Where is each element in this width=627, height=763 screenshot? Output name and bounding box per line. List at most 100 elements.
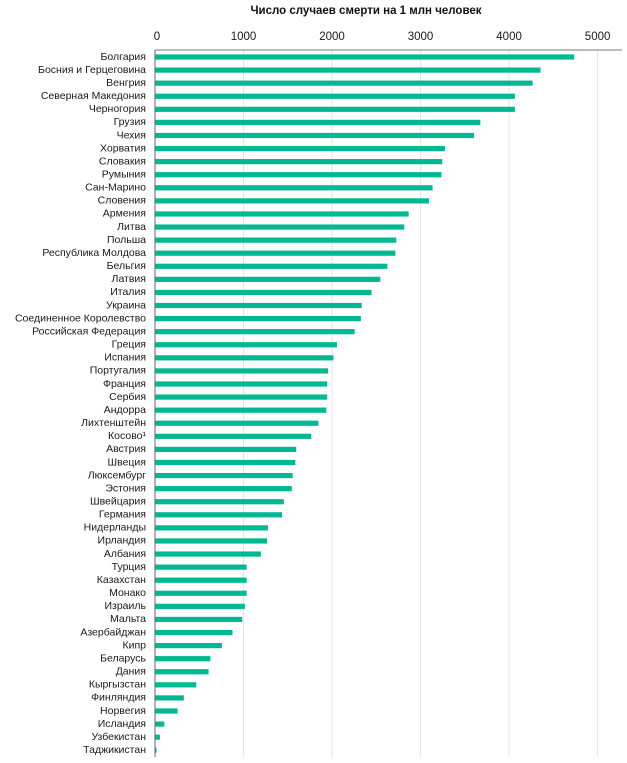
category-label: Сербия: [109, 391, 146, 403]
category-label: Кипр: [122, 639, 146, 651]
category-label: Германия: [99, 509, 146, 521]
bar: [155, 656, 211, 662]
x-tick-label: 0: [154, 31, 160, 43]
category-label: Ирландия: [98, 535, 146, 547]
bar: [155, 106, 515, 112]
category-label: Швеция: [108, 456, 147, 468]
bar: [155, 407, 327, 413]
bar: [155, 276, 381, 282]
bar: [155, 564, 247, 570]
bar: [155, 512, 283, 518]
x-tick-label: 4000: [496, 31, 522, 43]
bar: [155, 603, 245, 609]
category-label: Казахстан: [97, 574, 146, 586]
category-label: Финляндия: [91, 692, 146, 704]
category-label: Албания: [104, 548, 146, 560]
category-label: Северная Македония: [41, 90, 146, 102]
category-label: Румыния: [102, 169, 146, 181]
bar: [155, 54, 575, 60]
category-label: Сан-Марино: [85, 182, 146, 194]
bar: [155, 119, 481, 125]
bar: [155, 721, 165, 727]
category-label: Польша: [107, 234, 146, 246]
x-tick-label: 5000: [585, 31, 611, 43]
bar: [155, 289, 372, 296]
bar: [155, 211, 409, 217]
bar: [155, 185, 433, 191]
category-label: Литва: [117, 221, 146, 233]
category-label: Украина: [106, 299, 146, 311]
bar: [155, 708, 178, 714]
category-label: Португалия: [90, 365, 146, 377]
bar: [155, 224, 405, 230]
category-label: Исландия: [98, 718, 146, 730]
category-label: Израиль: [104, 600, 146, 612]
category-label: Бельгия: [107, 260, 146, 272]
bar: [155, 525, 268, 531]
bar: [155, 459, 296, 466]
category-label: Нидерланды: [84, 522, 146, 534]
category-label: Беларусь: [100, 652, 146, 664]
bar: [155, 198, 430, 204]
x-tick-label: 1000: [231, 31, 257, 43]
category-label: Черногория: [89, 103, 146, 115]
bar: [155, 381, 328, 387]
bar: [155, 577, 247, 583]
category-label: Эстония: [105, 482, 146, 494]
category-label: Испания: [104, 352, 146, 364]
bar: [155, 629, 233, 636]
category-label: Люксембург: [88, 469, 146, 481]
category-label: Словакия: [99, 155, 146, 167]
chart-title: Число случаев смерти на 1 млн человек: [250, 5, 481, 17]
bar: [155, 472, 293, 479]
category-label: Венгрия: [106, 77, 146, 89]
bar: [155, 237, 397, 243]
bar: [155, 590, 247, 596]
bar: [155, 132, 475, 139]
category-label: Латвия: [112, 273, 146, 285]
bar: [155, 446, 297, 452]
category-label: Мальта: [110, 613, 146, 625]
category-label: Армения: [103, 208, 146, 220]
bar: [155, 394, 328, 400]
category-label: Дания: [116, 666, 146, 678]
bar: [155, 263, 388, 269]
category-label: Косово¹: [108, 430, 146, 442]
category-label: Азербайджан: [80, 626, 146, 638]
bar: [155, 172, 442, 178]
category-label: Грузия: [114, 116, 146, 128]
bar: [155, 669, 209, 675]
category-label: Италия: [110, 286, 146, 298]
bar: [155, 433, 312, 439]
category-label: Греция: [112, 339, 146, 351]
x-tick-label: 2000: [319, 31, 345, 43]
category-label: Босния и Герцеговина: [38, 64, 146, 76]
category-label: Болгария: [101, 51, 146, 63]
category-label: Монако: [109, 587, 146, 599]
bar: [155, 302, 362, 309]
x-tick-label: 3000: [408, 31, 434, 43]
bar: [155, 682, 197, 688]
bar: [155, 316, 361, 322]
category-label: Узбекистан: [91, 731, 146, 743]
bar: [155, 145, 445, 152]
bar: [155, 616, 243, 623]
bar: [155, 329, 355, 335]
bar: [155, 67, 541, 73]
bar: [155, 499, 284, 505]
bar: [155, 538, 268, 544]
bar: [155, 159, 443, 165]
bar: [155, 342, 337, 348]
category-label: Соединенное Королевство: [15, 312, 146, 324]
category-label: Лихтенштейн: [81, 417, 146, 429]
category-label: Андорра: [104, 404, 146, 416]
category-label: Российская Федерация: [32, 325, 146, 337]
bar: [155, 747, 157, 753]
bar: [155, 695, 184, 701]
bar: [155, 486, 292, 492]
bar: [155, 368, 329, 374]
category-label: Кыргызстан: [89, 679, 146, 691]
category-label: Франция: [103, 378, 146, 390]
bar: [155, 93, 515, 99]
